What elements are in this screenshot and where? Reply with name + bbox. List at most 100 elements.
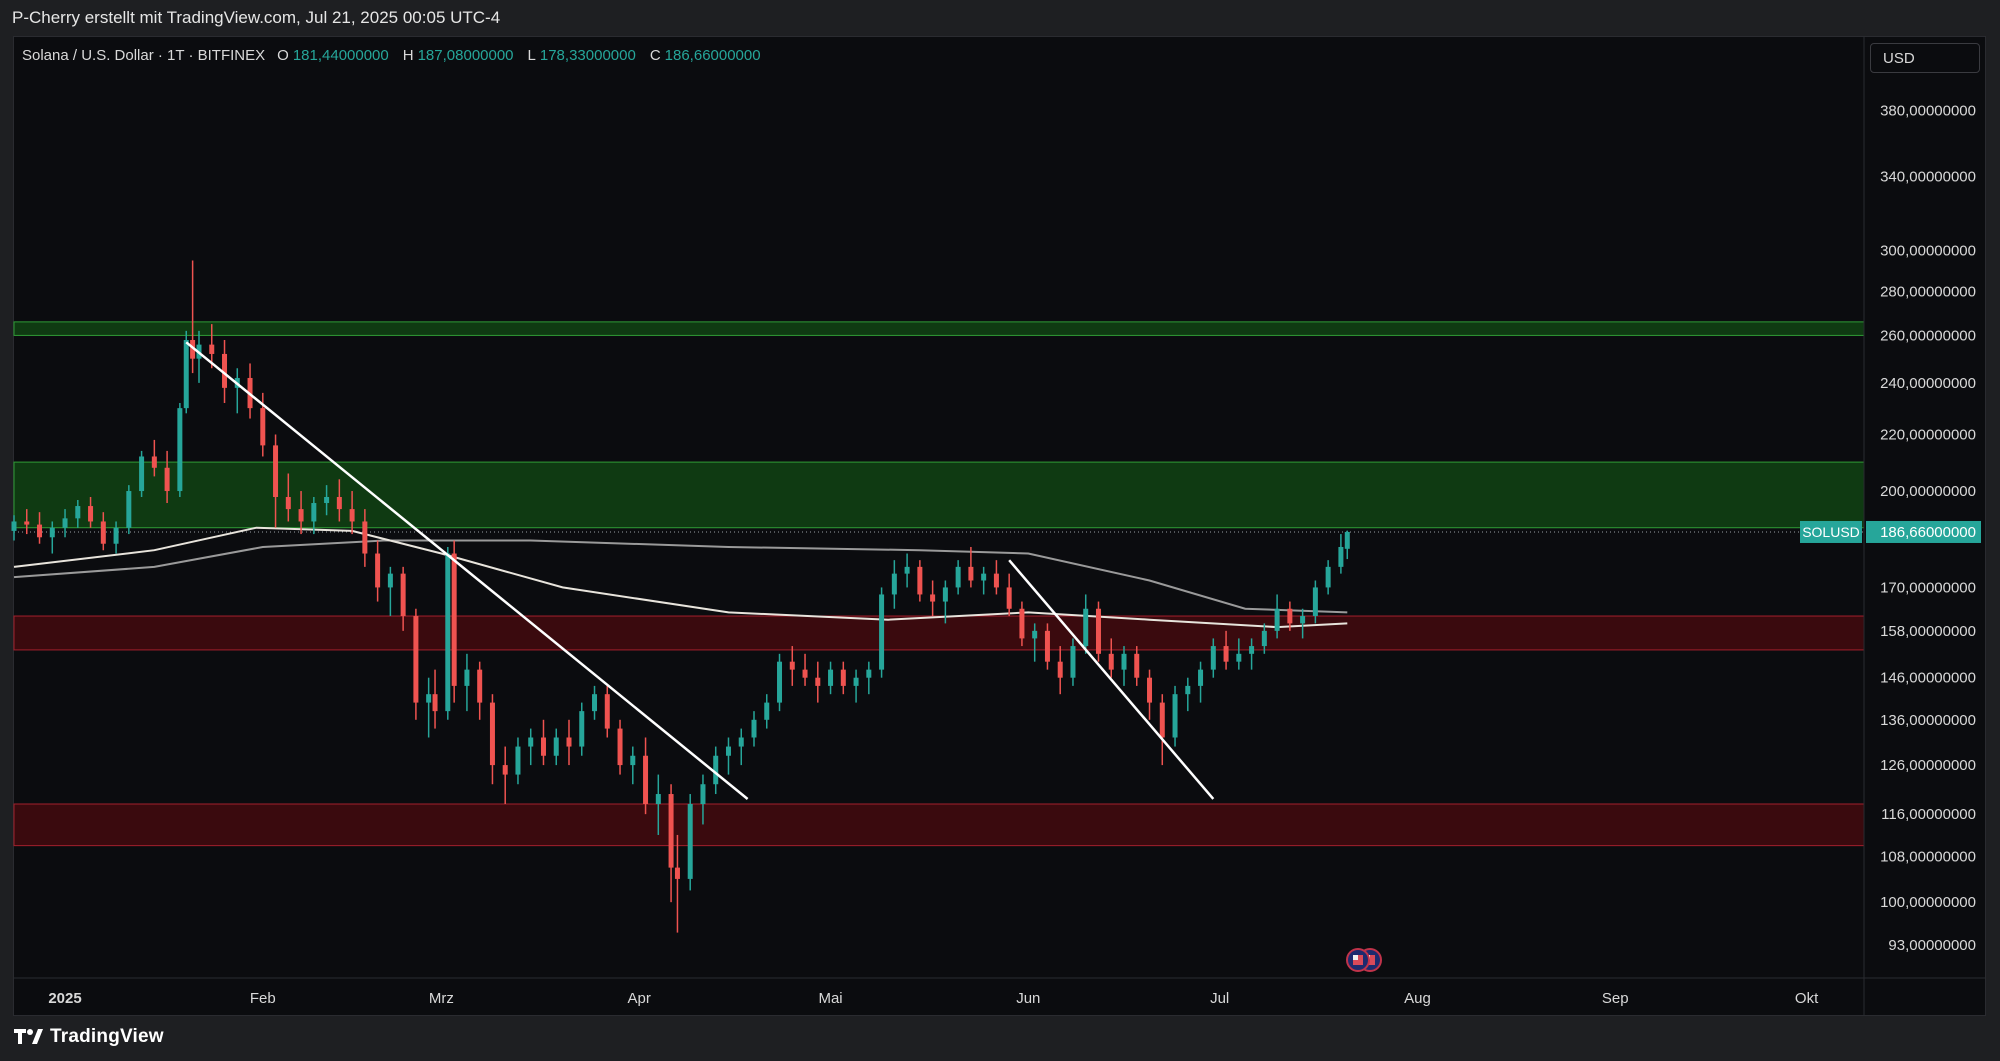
candle-body <box>1338 546 1344 567</box>
candle-body <box>777 661 783 703</box>
candle-body <box>1159 702 1165 738</box>
candle <box>1274 594 1280 639</box>
candle <box>528 728 534 766</box>
candle-body <box>336 496 342 510</box>
candle-body <box>1236 653 1242 662</box>
candle <box>247 363 253 419</box>
candle-body <box>451 553 457 686</box>
candle-body <box>285 496 291 510</box>
candle-body <box>1044 630 1050 662</box>
candle <box>196 330 202 383</box>
candle <box>891 560 897 609</box>
candle-body <box>917 566 923 595</box>
candle <box>1172 685 1178 747</box>
candle <box>324 485 330 516</box>
candle-body <box>828 669 834 686</box>
candle <box>1159 694 1165 766</box>
candle-body <box>687 804 693 879</box>
candle-body <box>464 669 470 686</box>
candle-body <box>1095 608 1101 654</box>
candle-body <box>668 794 674 868</box>
candle-body <box>183 339 189 409</box>
candle-body <box>789 661 795 670</box>
candle-body <box>1134 653 1140 678</box>
candle-body <box>617 728 623 766</box>
candle-body <box>37 524 43 538</box>
candle-body <box>164 467 170 492</box>
candle-body <box>1172 694 1178 738</box>
candle <box>1287 601 1293 631</box>
symbol-legend: Solana / U.S. Dollar · 1T · BITFINEX O 18… <box>22 47 771 64</box>
candle <box>981 566 987 595</box>
ma-gray <box>13 539 1348 614</box>
y-tick-label: 220,00000000 <box>1880 427 1976 444</box>
candle-body <box>604 694 610 729</box>
candle-body <box>981 573 987 581</box>
ohlc-values: O 181,44000000 H 187,08000000 L 178,3300000… <box>277 47 770 64</box>
candle-body <box>553 737 559 756</box>
candle <box>311 496 317 535</box>
trendline-2 <box>1008 559 1215 800</box>
candle-body <box>400 573 406 617</box>
candle-body <box>362 521 368 554</box>
candle <box>668 784 674 903</box>
candle <box>298 491 304 535</box>
red-zone-low <box>13 803 1865 847</box>
x-tick-label: Okt <box>1795 990 1819 1007</box>
candle-body <box>1147 677 1153 703</box>
candle-body <box>1300 616 1306 624</box>
candle-body <box>75 506 81 519</box>
candle-body <box>579 711 585 747</box>
candle <box>37 512 43 544</box>
candle <box>24 509 30 535</box>
currency-selector[interactable]: USD <box>1870 43 1980 73</box>
candle <box>1044 623 1050 670</box>
low-key: L <box>527 47 536 64</box>
candle <box>1083 594 1089 654</box>
candle <box>777 653 783 712</box>
candle-body <box>349 509 355 522</box>
symbol-tag: SOLUSD <box>1802 524 1860 540</box>
candle-body <box>802 669 808 678</box>
candle-body <box>49 527 55 538</box>
candle <box>502 746 508 805</box>
y-tick-label: 340,00000000 <box>1880 168 1976 185</box>
candle <box>1236 638 1242 670</box>
candle <box>802 653 808 686</box>
candle-body <box>840 669 846 686</box>
candle-body <box>955 566 961 588</box>
candle <box>222 339 228 404</box>
candle-body <box>445 553 451 712</box>
candle-body <box>1261 630 1267 647</box>
candle <box>489 694 495 785</box>
candle-body <box>324 496 330 504</box>
candle <box>183 330 189 414</box>
candle <box>540 719 546 766</box>
candle-body <box>126 491 132 528</box>
candle-body <box>930 594 936 602</box>
candle <box>840 661 846 695</box>
candle-body <box>879 594 885 670</box>
candle-body <box>655 794 661 805</box>
candle <box>725 737 731 775</box>
y-tick-label: 126,00000000 <box>1880 757 1976 774</box>
candle-body <box>866 669 872 678</box>
candle-body <box>1121 653 1127 670</box>
candle-body <box>151 456 157 468</box>
tradingview-brand[interactable]: TradingView <box>14 1026 164 1048</box>
y-tick-label: 100,00000000 <box>1880 894 1976 911</box>
symbol-title: Solana / U.S. Dollar · 1T · BITFINEX <box>22 47 266 64</box>
candle <box>630 746 636 785</box>
candle-body <box>630 755 636 766</box>
y-tick-label: 300,00000000 <box>1880 243 1976 260</box>
y-tick-label: 240,00000000 <box>1880 375 1976 392</box>
candle-body <box>375 553 381 588</box>
candle <box>1338 534 1344 574</box>
candle <box>451 540 457 703</box>
y-tick-label: 136,00000000 <box>1880 712 1976 729</box>
candle-body <box>528 737 534 747</box>
candle <box>674 834 680 933</box>
green-resistance-band <box>13 321 1865 336</box>
candle <box>700 774 706 825</box>
